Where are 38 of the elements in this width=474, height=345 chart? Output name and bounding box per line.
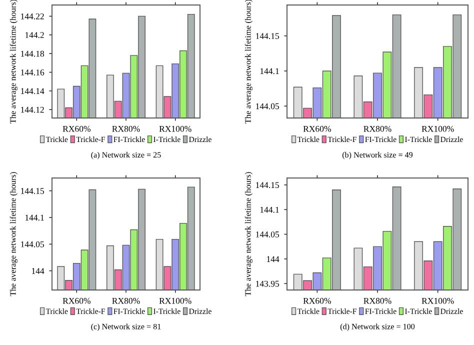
y-tick-label: 144.18 (21, 50, 44, 57)
text: (c) Network size = 81 (91, 324, 161, 331)
x-tick-label: RX80% (112, 298, 140, 304)
text: (a) Network size = 25 (91, 152, 161, 160)
x-tick-label: RX60% (303, 126, 331, 132)
x-tick-label: RX100% (159, 298, 192, 304)
x-tick-label: RX80% (112, 126, 140, 132)
y-tick-label: 144.1 (260, 206, 279, 213)
x-tick-label: RX60% (303, 298, 331, 304)
text: (d) Network size = 100 (340, 324, 415, 331)
x-tick-label: RX80% (364, 298, 392, 304)
y-tick-label: 144.22 (21, 13, 44, 20)
y-tick-label: 144.15 (256, 33, 280, 40)
y-tick-label: 144.05 (256, 231, 280, 238)
y-tick-label: 144.12 (21, 106, 44, 113)
y-axis-title: The average network lifetime (hours) (10, 172, 18, 296)
text: (b) Network size = 49 (342, 152, 413, 160)
y-tick-label: 144.1 (25, 214, 44, 221)
x-tick-label: RX100% (422, 298, 454, 304)
y-axis-title: The average network lifetime (hours) (10, 0, 18, 124)
y-tick-label: 143.95 (256, 280, 280, 287)
x-tick-label: RX80% (364, 126, 392, 132)
y-tick-label: 144.15 (256, 182, 280, 188)
y-tick-label: 144 (267, 256, 280, 262)
x-tick-label: RX100% (422, 126, 454, 132)
y-tick-label: 144.05 (21, 241, 44, 248)
y-tick-label: 144.05 (256, 103, 280, 110)
y-tick-label: 144.14 (21, 88, 44, 94)
y-axis-title: The average network lifetime (hours) (244, 0, 253, 124)
x-tick-label: RX60% (62, 126, 90, 132)
y-tick-label: 144 (32, 268, 44, 274)
y-axis-title: The average network lifetime (hours) (244, 172, 253, 296)
x-tick-label: RX60% (62, 298, 90, 304)
y-tick-label: 144.1 (260, 68, 279, 74)
y-tick-label: 144.15 (21, 188, 44, 194)
y-tick-label: 144.16 (21, 69, 44, 76)
y-tick-label: 144.2 (25, 32, 44, 38)
x-tick-label: RX100% (159, 126, 192, 132)
